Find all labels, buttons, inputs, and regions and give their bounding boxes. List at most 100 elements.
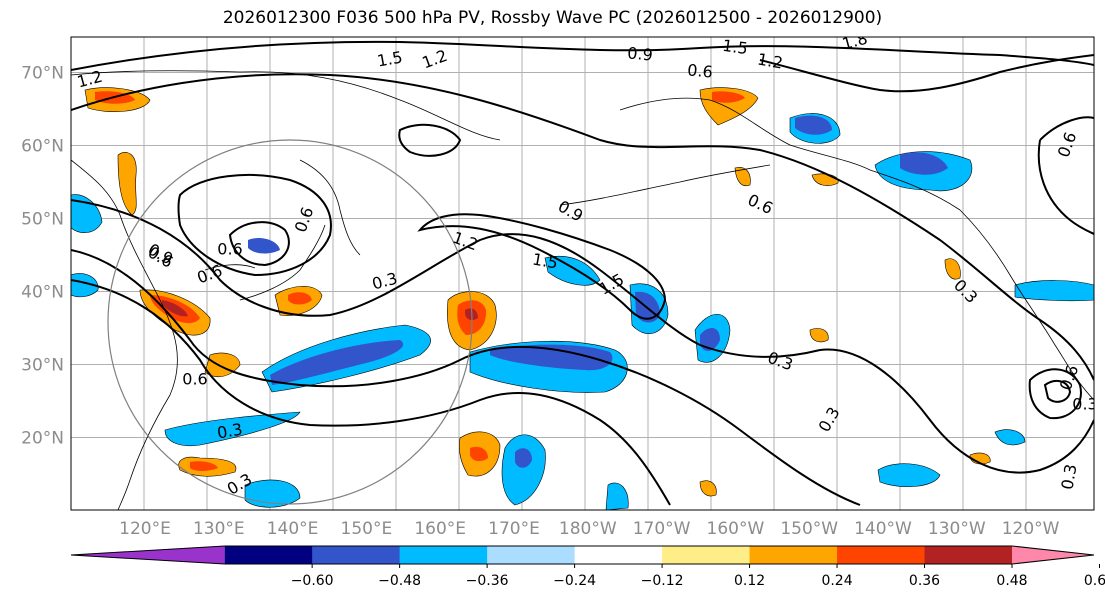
lon-label: 120°W — [1002, 519, 1060, 539]
colorbar-segment — [487, 546, 576, 564]
colorbar-segment — [399, 546, 488, 564]
anomaly-neg-14 — [1014, 280, 1094, 302]
contour-1 — [71, 40, 1094, 71]
anomaly-neg-13 — [244, 479, 301, 508]
contour-label: 0.9 — [627, 43, 654, 64]
anomaly-neg-11 — [71, 273, 99, 298]
colorbar-tick-label: −0.48 — [378, 573, 421, 589]
coastlines — [71, 70, 1094, 510]
colorbar-segment — [224, 546, 313, 564]
colorbar-tick-label: 0.48 — [996, 573, 1027, 589]
contour-label: 0.6 — [217, 240, 242, 259]
lon-label: 150°E — [341, 519, 393, 539]
colorbar-extend-high — [1012, 546, 1094, 564]
contour-label: 0.3 — [1057, 463, 1080, 491]
lat-label: 60°N — [21, 137, 64, 157]
anomaly-pos-5 — [117, 152, 137, 216]
anomaly-neg-10 — [71, 194, 103, 233]
contour-label: 1.5 — [376, 47, 404, 70]
contour-10 — [1028, 368, 1082, 420]
contour-label: 1.5 — [721, 36, 749, 58]
contour-7 — [228, 221, 290, 267]
coast-alaska — [619, 97, 961, 211]
lon-label: 170°W — [633, 519, 691, 539]
contour-label: 1.5 — [531, 249, 559, 272]
lon-label: 150°W — [780, 519, 838, 539]
anomaly-pos-core-6 — [470, 446, 488, 462]
coast-korea-japan — [204, 224, 326, 301]
anomaly-neg-core-7 — [700, 328, 720, 352]
contour-8 — [177, 174, 332, 277]
lon-label: 130°W — [928, 519, 986, 539]
colorbar-outline — [70, 545, 1095, 565]
anomaly-neg-core-2 — [490, 344, 613, 371]
colorbar-tick-label: 0.60 — [1084, 573, 1105, 589]
lat-label: 30°N — [21, 356, 64, 376]
contour-4 — [71, 249, 861, 506]
anomaly-neg-12 — [164, 411, 301, 447]
coast-asia — [71, 159, 178, 510]
anomaly-pos-core-5 — [190, 461, 218, 471]
coast-aleutians — [559, 164, 771, 206]
anomaly-neg-8 — [501, 434, 546, 506]
lon-label: 120°E — [119, 519, 171, 539]
anomaly-pos-10 — [944, 258, 961, 280]
contour-9 — [398, 123, 462, 157]
contour-13 — [759, 54, 1094, 93]
colorbar-tick-label: −0.24 — [553, 573, 596, 589]
anomaly-neg-15 — [605, 482, 629, 510]
contour-2 — [71, 73, 1094, 381]
colorbar-extend-low — [71, 546, 225, 564]
contour-label: 0.6 — [182, 370, 207, 389]
colorbar-tick-label: −0.12 — [641, 573, 684, 589]
colorbar-tick-label: 0.12 — [734, 573, 765, 589]
colorbar-tick-label: 0.24 — [821, 573, 852, 589]
contour-label: 1.2 — [756, 49, 784, 72]
lat-label: 20°N — [21, 429, 64, 449]
anomaly-pos-core-7 — [288, 292, 312, 305]
region-circle — [107, 139, 473, 505]
lon-label: 170°E — [488, 519, 540, 539]
colorbar-segment — [749, 546, 838, 564]
colorbar-segment — [924, 546, 1013, 564]
contour-label: 0.6 — [687, 60, 714, 81]
colorbar-segment — [574, 546, 663, 564]
contour-12 — [1037, 116, 1094, 235]
colorbar-segment — [837, 546, 926, 564]
colorbar-tick-label: −0.60 — [291, 573, 334, 589]
coast-na-west — [959, 209, 1094, 401]
colorbar-tick-label: 0.36 — [909, 573, 940, 589]
lat-label: 40°N — [21, 283, 64, 303]
map-title: 2026012300 F036 500 hPa PV, Rossby Wave … — [222, 8, 883, 28]
contour-11 — [1043, 379, 1072, 403]
anomaly-neg-core-5 — [900, 152, 948, 175]
contour-5 — [71, 279, 671, 506]
plot-frame — [70, 36, 1095, 511]
lon-label: 160°W — [707, 519, 765, 539]
anomaly-pos-14 — [699, 480, 717, 497]
lon-label: 130°E — [193, 519, 245, 539]
lon-label: 160°E — [414, 519, 466, 539]
lon-label: 180°W — [559, 519, 617, 539]
longitude-labels: 120°E 130°E 140°E 150°E 160°E 170°E 180°W 170°W… — [119, 519, 1060, 539]
anomaly-neg-16 — [994, 429, 1026, 446]
contour-label: 0.3 — [1072, 395, 1097, 414]
colorbar-segment — [662, 546, 751, 564]
anomaly-pos-peak-1 — [162, 300, 188, 317]
colorbar: −0.60 −0.48 −0.36 −0.24 −0.12 0.12 0.24 0.36 0.4… — [70, 545, 1105, 589]
colorbar-tick-label: −0.36 — [466, 573, 509, 589]
anomaly-neg-core-8 — [248, 238, 280, 254]
anomaly-pos-15 — [734, 167, 751, 187]
anomaly-pos-12 — [809, 328, 829, 343]
pv-contours — [71, 40, 1094, 506]
anomaly-neg-core-4 — [795, 115, 832, 135]
anomaly-neg-core-1 — [270, 340, 404, 385]
lat-label: 70°N — [21, 64, 64, 84]
contour-label: 0.3 — [216, 419, 244, 442]
lat-label: 50°N — [21, 210, 64, 230]
contour-3 — [71, 199, 1094, 474]
contour-6 — [417, 213, 667, 320]
anomaly-neg-3 — [544, 255, 601, 286]
pv-anomaly-shading — [71, 87, 1094, 510]
